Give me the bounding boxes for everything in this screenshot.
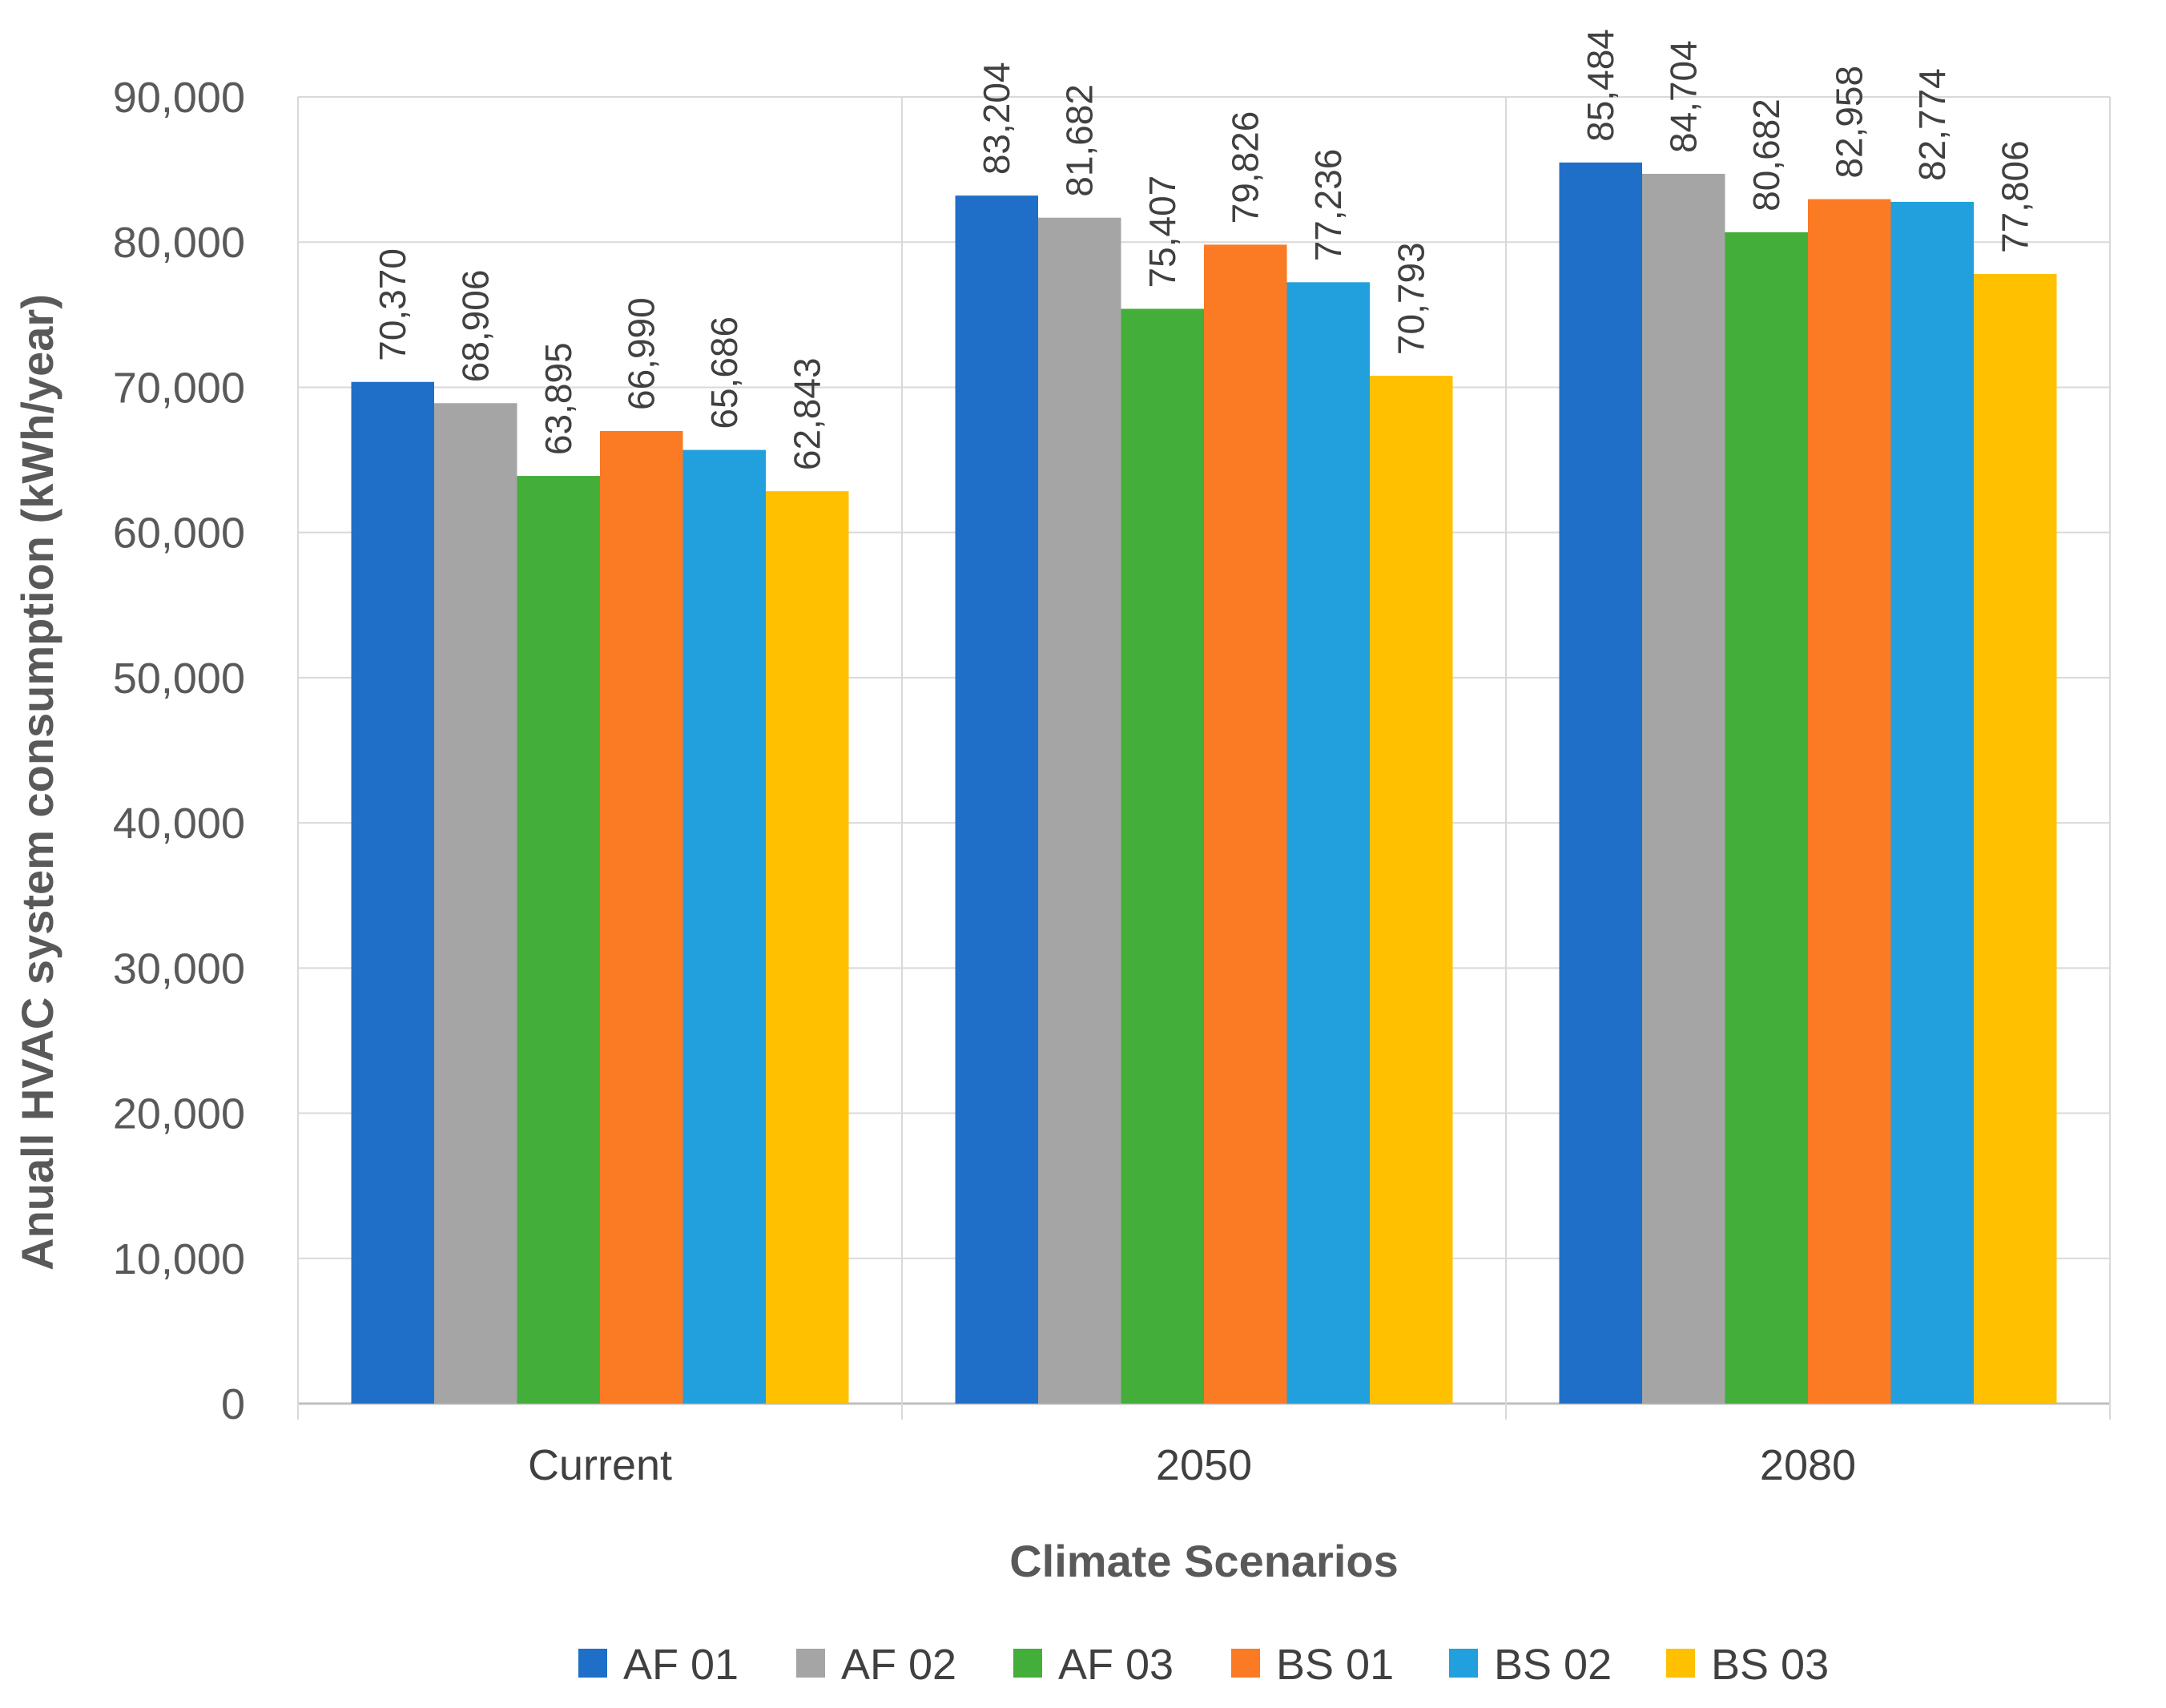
data-label: 62,843 <box>787 357 828 470</box>
data-label: 82,774 <box>1911 68 1953 181</box>
bars <box>351 162 2057 1404</box>
legend-swatch <box>1449 1649 1478 1678</box>
bar-af-02-2050 <box>1038 217 1121 1404</box>
x-axis-title: Climate Scenarios <box>1009 1536 1399 1586</box>
data-label: 82,958 <box>1829 66 1870 179</box>
data-label: 63,895 <box>537 342 579 455</box>
legend-label: AF 03 <box>1058 1641 1174 1689</box>
x-tick-label: Current <box>528 1441 672 1489</box>
data-label: 80,682 <box>1745 99 1787 211</box>
data-label: 77,806 <box>1995 140 2036 253</box>
y-tick-label: 50,000 <box>113 655 245 703</box>
bar-bs-01-2050 <box>1204 244 1287 1404</box>
data-label: 70,370 <box>372 248 413 361</box>
data-label: 70,793 <box>1391 242 1432 355</box>
legend-swatch <box>578 1649 607 1678</box>
bar-bs-02-2080 <box>1890 201 1974 1404</box>
x-tick-label: 2080 <box>1760 1441 1856 1489</box>
bar-bs-03-current <box>766 491 849 1404</box>
bar-af-01-current <box>351 381 434 1404</box>
legend: AF 01 AF 02 AF 03 BS 01 BS 02 BS 03 <box>578 1641 1829 1689</box>
y-tick-label: 60,000 <box>113 510 245 558</box>
data-label: 79,826 <box>1225 111 1266 224</box>
data-labels: 70,370 83,204 85,484 68,906 81,682 84,704 63,8… <box>372 29 2036 470</box>
y-tick-label: 10,000 <box>113 1235 245 1283</box>
y-tick-label: 20,000 <box>113 1090 245 1138</box>
data-label: 83,204 <box>976 62 1017 175</box>
legend-swatch <box>1666 1649 1695 1678</box>
bar-bs-02-current <box>682 449 766 1404</box>
data-label: 77,236 <box>1307 149 1349 262</box>
legend-label: BS 01 <box>1276 1641 1394 1689</box>
bar-bs-03-2080 <box>1974 273 2057 1404</box>
legend-swatch <box>796 1649 825 1678</box>
y-axis-ticks: 0 10,000 20,000 30,000 40,000 50,000 60,000 70,… <box>113 74 245 1428</box>
legend-label: BS 03 <box>1711 1641 1829 1689</box>
data-label: 85,484 <box>1580 29 1621 142</box>
bar-bs-02-2050 <box>1286 282 1370 1404</box>
bar-af-03-2050 <box>1121 308 1204 1404</box>
legend-label: AF 02 <box>841 1641 956 1689</box>
data-label: 75,407 <box>1141 175 1183 288</box>
x-tick-label: 2050 <box>1156 1441 1252 1489</box>
y-tick-label: 0 <box>221 1380 245 1428</box>
bar-af-01-2050 <box>955 195 1038 1404</box>
x-axis-categories: Current 2050 2080 <box>528 1441 1856 1489</box>
y-tick-label: 90,000 <box>113 74 245 122</box>
data-label: 84,704 <box>1663 40 1705 153</box>
data-label: 66,990 <box>621 297 662 410</box>
y-tick-label: 30,000 <box>113 945 245 993</box>
data-label: 68,906 <box>455 270 497 383</box>
data-label: 81,682 <box>1059 84 1101 197</box>
legend-label: AF 01 <box>623 1641 739 1689</box>
bar-af-03-2080 <box>1725 232 1808 1404</box>
bar-bs-01-2080 <box>1808 199 1891 1404</box>
legend-swatch <box>1231 1649 1260 1678</box>
bar-bs-01-current <box>600 430 683 1404</box>
legend-swatch <box>1013 1649 1042 1678</box>
y-tick-label: 40,000 <box>113 800 245 848</box>
bar-af-02-2080 <box>1642 173 1725 1404</box>
y-tick-label: 70,000 <box>113 364 245 412</box>
y-axis-title: Anuall HVAC system consumption (kWh/year… <box>12 294 62 1271</box>
bar-af-02-current <box>434 403 517 1404</box>
y-tick-label: 80,000 <box>113 219 245 267</box>
bar-af-03-current <box>517 476 600 1404</box>
legend-label: BS 02 <box>1494 1641 1612 1689</box>
data-label: 65,686 <box>703 316 745 429</box>
bar-bs-03-2050 <box>1370 376 1453 1404</box>
bar-af-01-2080 <box>1559 162 1642 1404</box>
